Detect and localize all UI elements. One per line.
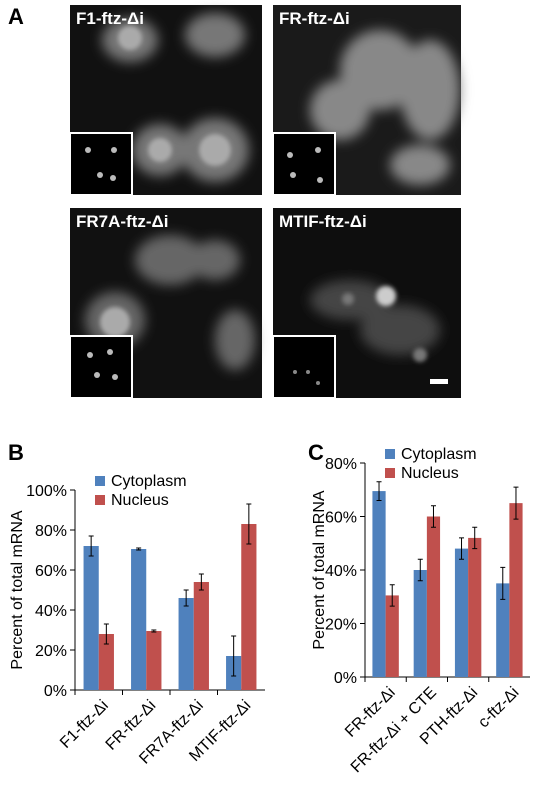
bar	[496, 583, 510, 677]
panel-label: C	[308, 440, 324, 465]
legend-swatch	[385, 449, 395, 459]
bar	[83, 546, 99, 690]
image-label: MTIF-ftz-Δi	[279, 212, 367, 231]
y-tick-label: 60%	[325, 510, 357, 527]
x-tick-label: c-ftz-Δi	[475, 684, 522, 731]
error-bar	[417, 558, 423, 582]
legend-label: Cytoplasm	[401, 446, 477, 463]
error-bar	[430, 505, 436, 528]
micrograph: F1-ftz-Δi	[69, 5, 262, 196]
image-label: FR-ftz-Δi	[279, 9, 350, 28]
y-axis-title: Percent of total mRNA	[9, 510, 26, 670]
error-bar	[389, 584, 395, 607]
bar	[193, 582, 209, 690]
legend-label: Cytoplasm	[111, 473, 187, 490]
bar	[426, 516, 441, 677]
image-label: FR7A-ftz-Δi	[76, 212, 168, 231]
error-bar	[376, 481, 382, 501]
error-bar	[459, 537, 465, 560]
error-bar	[500, 566, 506, 600]
y-tick-label: 80%	[325, 456, 357, 473]
bar	[178, 598, 194, 690]
micrograph: FR7A-ftz-Δi	[69, 208, 262, 399]
y-tick-label: 0%	[44, 683, 67, 700]
image-label: F1-ftz-Δi	[76, 9, 144, 28]
bar	[468, 537, 482, 677]
panel-label: A	[8, 4, 24, 29]
error-bar	[246, 503, 252, 545]
micrograph: FR-ftz-Δi	[272, 5, 461, 196]
error-bar	[103, 623, 109, 645]
y-tick-label: 20%	[325, 617, 357, 634]
panel-label: B	[8, 440, 24, 465]
error-bar	[198, 573, 204, 591]
error-bar	[183, 589, 189, 607]
bar	[509, 503, 523, 677]
legend-swatch	[95, 476, 105, 486]
bar	[146, 631, 162, 690]
legend-label: Nucleus	[401, 465, 459, 482]
error-bar	[231, 635, 237, 677]
bar	[454, 548, 469, 677]
bar	[131, 549, 147, 690]
error-bar	[513, 486, 519, 520]
y-tick-label: 40%	[325, 563, 357, 580]
bar	[98, 634, 114, 690]
error-bar	[88, 535, 94, 557]
error-bar	[136, 547, 142, 551]
error-bar	[151, 629, 157, 633]
y-tick-label: 80%	[35, 523, 67, 540]
bar	[385, 595, 399, 677]
bar	[413, 570, 427, 677]
y-axis-title: Percent of total mRNA	[311, 490, 328, 650]
legend-label: Nucleus	[111, 492, 169, 509]
legend-swatch	[385, 468, 395, 478]
micrograph: MTIF-ftz-Δi	[272, 208, 461, 399]
legend-swatch	[95, 495, 105, 505]
y-tick-label: 0%	[334, 670, 357, 687]
y-tick-label: 100%	[26, 483, 67, 500]
y-tick-label: 60%	[35, 563, 67, 580]
bar	[241, 524, 257, 690]
y-tick-label: 40%	[35, 603, 67, 620]
error-bar	[472, 526, 478, 550]
bar	[372, 491, 386, 677]
y-tick-label: 20%	[35, 643, 67, 660]
